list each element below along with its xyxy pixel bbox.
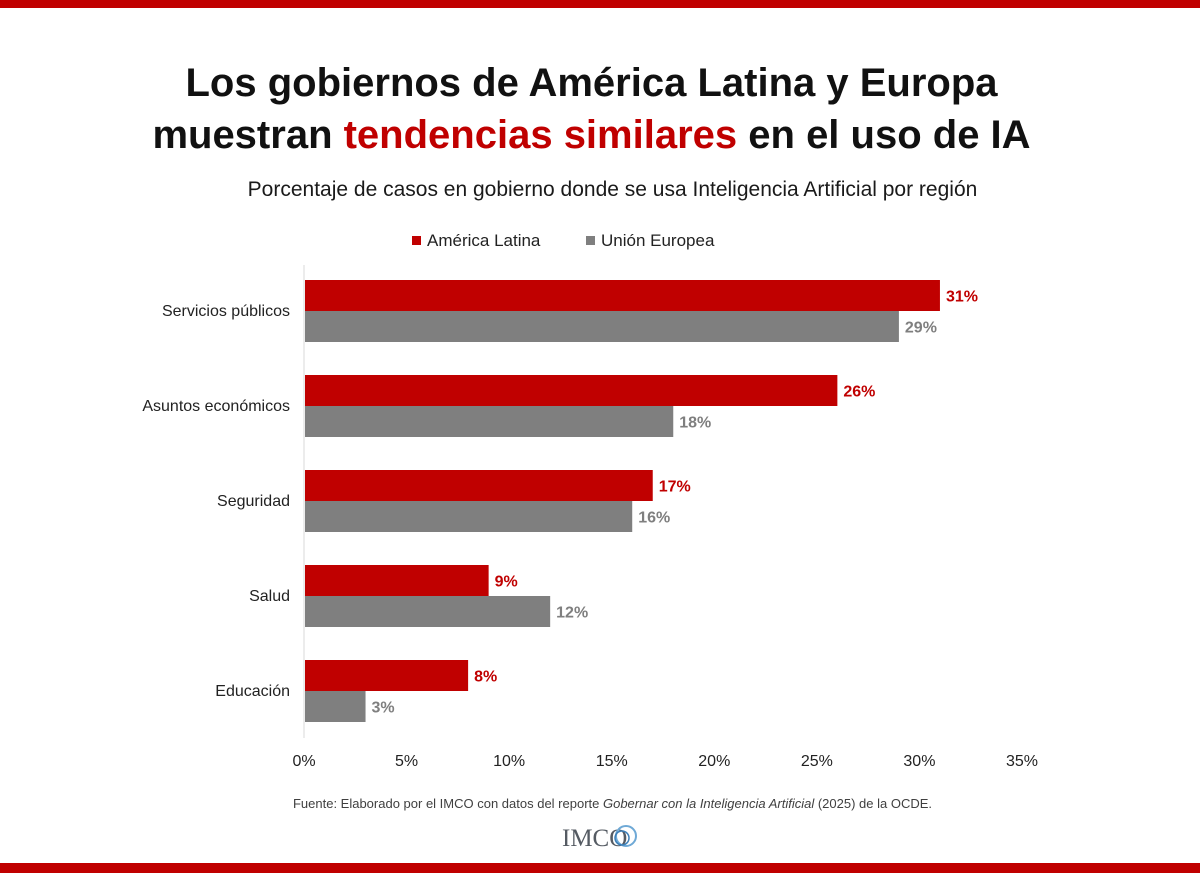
- category-label-servicios-publicos: Servicios públicos: [162, 303, 290, 320]
- x-tick-label-0: 0%: [292, 753, 315, 770]
- title-highlight: tendencias similares: [343, 113, 738, 157]
- data-label-america-latina-servicios-publicos: 31%: [946, 289, 978, 306]
- category-label-asuntos-economicos: Asuntos económicos: [142, 398, 290, 415]
- category-label-educacion: Educación: [215, 683, 290, 700]
- bar-america-latina-servicios-publicos: [305, 280, 940, 311]
- legend-item-latam: América Latina: [412, 231, 540, 251]
- logo-swirl-inner-icon: [614, 830, 630, 846]
- source-post: (2025) de la OCDE.: [814, 796, 933, 811]
- x-tick-label-35: 35%: [1006, 753, 1038, 770]
- bar-union-europea-asuntos-economicos: [305, 406, 674, 437]
- category-label-seguridad: Seguridad: [217, 493, 290, 510]
- source-note: Fuente: Elaborado por el IMCO con datos …: [0, 796, 1200, 811]
- legend-label-ue: Unión Europea: [601, 231, 715, 250]
- bar-union-europea-seguridad: [305, 501, 633, 532]
- title-line-2-pre: muestran: [152, 113, 344, 157]
- page-title: Los gobiernos de América Latina y Europa…: [0, 57, 1183, 161]
- x-tick-label-15: 15%: [596, 753, 628, 770]
- data-label-union-europea-educacion: 3%: [372, 700, 395, 717]
- source-report-title: Gobernar con la Inteligencia Artificial: [602, 796, 815, 811]
- title-line-2-post: en el uso de IA: [737, 113, 1031, 157]
- bar-america-latina-salud: [305, 565, 489, 596]
- legend-label-latam: América Latina: [427, 231, 541, 250]
- data-label-america-latina-educacion: 8%: [474, 669, 497, 686]
- data-label-america-latina-salud: 9%: [495, 574, 518, 591]
- legend-swatch-latam: [412, 236, 421, 245]
- legend-swatch-ue: [586, 236, 595, 245]
- bar-union-europea-servicios-publicos: [305, 311, 899, 342]
- title-line-1: Los gobiernos de América Latina y Europa: [185, 61, 998, 105]
- x-tick-label-30: 30%: [903, 753, 935, 770]
- data-label-union-europea-servicios-publicos: 29%: [905, 320, 937, 337]
- x-tick-label-5: 5%: [395, 753, 418, 770]
- bar-union-europea-salud: [305, 596, 551, 627]
- data-label-union-europea-salud: 12%: [556, 605, 588, 622]
- category-label-salud: Salud: [249, 588, 290, 605]
- imco-logo: IMCO: [562, 825, 637, 852]
- x-tick-label-20: 20%: [698, 753, 730, 770]
- bar-union-europea-educacion: [305, 691, 366, 722]
- data-label-union-europea-seguridad: 16%: [638, 510, 670, 527]
- bar-america-latina-educacion: [305, 660, 469, 691]
- legend-item-ue: Unión Europea: [586, 231, 714, 251]
- data-label-america-latina-seguridad: 17%: [659, 479, 691, 496]
- x-tick-label-10: 10%: [493, 753, 525, 770]
- chart-subtitle: Porcentaje de casos en gobierno donde se…: [247, 178, 978, 201]
- bottom-border: [0, 863, 1200, 873]
- top-border: [0, 0, 1200, 8]
- title-line-2: muestran tendencias similares en el uso …: [0, 109, 1183, 161]
- data-label-union-europea-asuntos-economicos: 18%: [679, 415, 711, 432]
- bar-america-latina-seguridad: [305, 470, 653, 501]
- bar-america-latina-asuntos-economicos: [305, 375, 838, 406]
- source-pre: Fuente: Elaborado por el IMCO con datos …: [292, 796, 603, 811]
- data-label-america-latina-asuntos-economicos: 26%: [843, 384, 875, 401]
- x-tick-label-25: 25%: [801, 753, 833, 770]
